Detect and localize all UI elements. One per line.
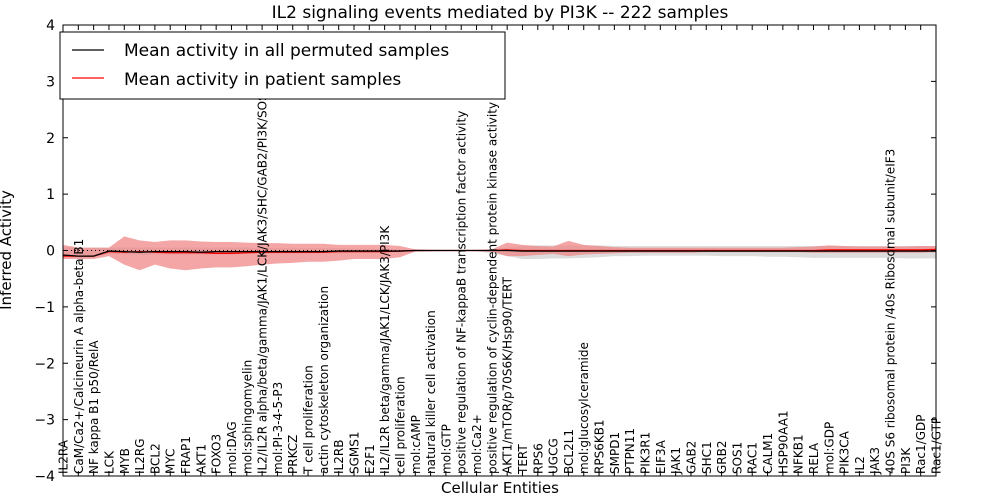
x-tick-label: mol:sphingomyelin — [240, 360, 254, 474]
x-axis-label: Cellular Entities — [441, 479, 559, 497]
x-tick-label: CALM1 — [761, 433, 775, 474]
x-tick-label: NFKB1 — [792, 434, 806, 474]
y-tick-label: 1 — [46, 187, 55, 203]
x-tick-label: MYC — [164, 449, 178, 474]
x-tick-label: LCK — [102, 450, 116, 474]
x-tick-label: mol:GDP — [822, 422, 836, 474]
x-tick-label: natural killer cell activation — [424, 310, 438, 474]
x-tick-label: mol:DAG — [225, 421, 239, 474]
x-tick-label: CaM/Ca2+/Calcineurin A alpha-beta B1 — [72, 239, 86, 474]
x-tick-label: RAC1 — [746, 442, 760, 474]
x-tick-label: IL2/IL2R alpha/beta/gamma/JAK1/LCK/JAK3/… — [256, 48, 270, 474]
x-tick-label: TERT — [516, 444, 530, 475]
y-tick-label: 3 — [46, 74, 55, 90]
permuted-mean-line — [63, 249, 936, 257]
y-axis: −4 −3 −2 −1 0 1 2 3 4 — [34, 18, 936, 485]
x-tick-label: RPS6KB1 — [593, 419, 607, 474]
x-axis — [62, 25, 937, 476]
x-tick-label: IL2RG — [133, 439, 147, 475]
x-tick-labels: IL2RA CaM/Ca2+/Calcineurin A alpha-beta B… — [57, 48, 944, 475]
y-tick-label: 0 — [46, 244, 55, 260]
x-tick-label: mol:GTP — [439, 424, 453, 474]
x-tick-label: HSP90AA1 — [776, 410, 790, 474]
legend-permuted-label: Mean activity in all permuted samples — [124, 41, 449, 61]
chart-title: IL2 signaling events mediated by PI3K --… — [272, 3, 729, 23]
x-tick-label: RELA — [807, 442, 821, 474]
y-tick-label: −1 — [34, 300, 55, 316]
x-tick-label: Rac1/GTP — [930, 417, 944, 474]
legend-patient-label: Mean activity in patient samples — [124, 70, 401, 90]
x-tick-label: PIK3R1 — [639, 432, 653, 474]
plot-area — [63, 236, 936, 271]
x-tick-label: RPS6 — [531, 443, 545, 474]
x-tick-label: MYB — [118, 448, 132, 474]
x-tick-label: JAK1 — [669, 447, 683, 475]
x-tick-label: mol:PI-3-4-5-P3 — [271, 382, 285, 474]
x-tick-label: PIK3CA — [838, 430, 852, 474]
x-tick-label: PI3K — [899, 447, 913, 474]
x-tick-label: BCL2 — [148, 443, 162, 474]
y-tick-label: −4 — [34, 469, 55, 485]
x-tick-label: IL2/IL2R beta/gamma/JAK1/LCK/JAK3/PI3K — [378, 225, 392, 474]
x-tick-label: PTPN11 — [623, 428, 637, 474]
patient-band — [63, 236, 936, 271]
y-tick-label: 4 — [46, 18, 55, 34]
x-tick-label: SOS1 — [730, 442, 744, 474]
x-tick-label: 40S S6 ribosomal protein /40s Ribosomal … — [884, 149, 898, 474]
x-tick-label: cell proliferation — [393, 376, 407, 474]
y-axis-label: Inferred Activity — [0, 190, 15, 310]
y-tick-label: −2 — [34, 356, 55, 372]
x-tick-label: BCL2L1 — [562, 429, 576, 474]
y-tick-label: 2 — [46, 131, 55, 147]
x-tick-label: positive regulation of cyclin-dependent … — [485, 102, 499, 474]
x-tick-label: actin cytoskeleton organization — [317, 286, 331, 474]
x-tick-label: UGCG — [547, 438, 561, 474]
x-tick-label: GRB2 — [715, 440, 729, 474]
x-tick-label: IL2RA — [57, 439, 71, 474]
x-tick-label: SHC1 — [700, 441, 714, 474]
x-tick-label: Rac1/GDP — [914, 415, 928, 474]
legend: Mean activity in all permuted samples Me… — [59, 31, 506, 100]
x-tick-label: AKT1/mTOR/p70S6K/Hsp90/TERT — [501, 276, 515, 474]
x-tick-label: EIF3A — [654, 439, 668, 474]
x-tick-label: GAB2 — [684, 441, 698, 474]
y-tick-label: −3 — [34, 413, 55, 429]
x-tick-label: FRAP1 — [179, 436, 193, 474]
x-tick-label: IL2 — [853, 456, 867, 474]
x-tick-label: mol:glucosylceramide — [577, 342, 591, 474]
x-tick-label: E2F1 — [363, 444, 377, 474]
x-tick-label: JAK3 — [868, 447, 882, 475]
x-tick-label: SMPD1 — [608, 432, 622, 474]
x-tick-label: IL2RB — [332, 440, 346, 474]
x-tick-label: T cell proliferation — [302, 365, 316, 475]
x-tick-label: positive regulation of NF-kappaB transcr… — [455, 111, 469, 474]
x-tick-label: PRKCZ — [286, 435, 300, 474]
x-tick-label: NF kappa B1 p50/RelA — [87, 340, 101, 474]
x-tick-label: AKT1 — [194, 444, 208, 474]
legend-frame — [59, 31, 506, 100]
x-tick-label: mol:cAMP — [409, 415, 423, 474]
x-tick-label: mol:Ca2+ — [470, 414, 484, 474]
x-tick-label: SGMS1 — [348, 431, 362, 474]
x-tick-label: FOXO3 — [210, 434, 224, 474]
